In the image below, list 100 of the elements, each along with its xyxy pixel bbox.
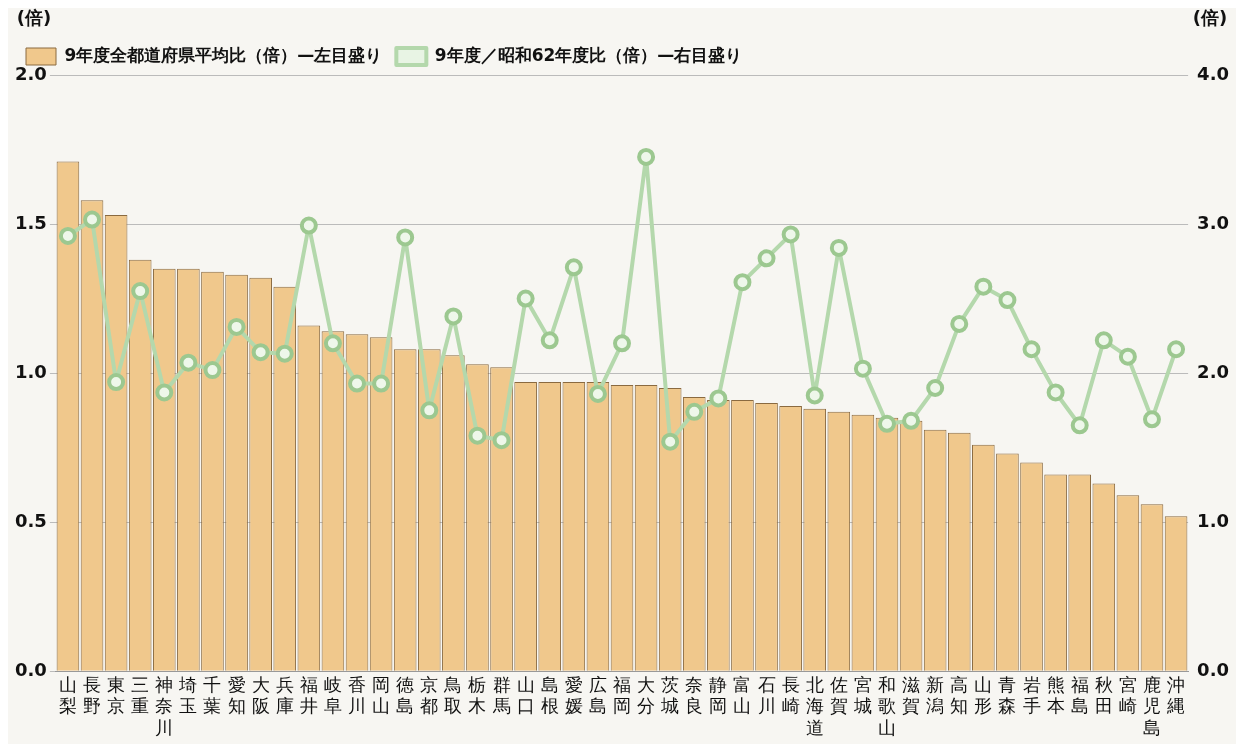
- point: [203, 361, 222, 380]
- x-tick-label: 岡山: [372, 673, 391, 717]
- x-tick-label: 和歌山: [877, 673, 896, 738]
- point: [1118, 347, 1137, 366]
- x-tick-label: 愛媛: [564, 673, 583, 717]
- y2-tick-label: 4.0: [1197, 62, 1229, 84]
- x-tick-label: 福岡: [613, 673, 631, 717]
- point: [179, 353, 198, 372]
- point: [348, 374, 367, 393]
- legend-label: 9年度／昭和62年度比（倍）—右目盛り: [434, 44, 743, 65]
- x-tick-label: 宮崎: [1118, 673, 1137, 717]
- point: [299, 216, 318, 235]
- point: [275, 344, 294, 363]
- y2-axis-title: (倍): [1192, 6, 1228, 28]
- x-tick-label: 茨城: [660, 673, 680, 717]
- x-tick-label: 長野: [83, 673, 102, 717]
- point: [1070, 416, 1089, 435]
- x-tick-label: 島根: [540, 673, 559, 717]
- point: [564, 258, 583, 277]
- point: [516, 289, 535, 308]
- point: [444, 307, 463, 326]
- x-tick-label: 富山: [733, 673, 752, 717]
- x-tick-label: 青森: [998, 673, 1017, 717]
- x-tick-label: 徳島: [396, 673, 415, 717]
- y-tick-label: 0.0: [15, 658, 47, 680]
- point: [998, 291, 1017, 310]
- x-tick-label: 広島: [588, 673, 607, 717]
- point: [58, 226, 77, 245]
- point: [372, 374, 391, 393]
- point: [1022, 340, 1041, 359]
- x-tick-label: 東京: [107, 673, 126, 717]
- x-tick-label: 愛知: [227, 673, 246, 717]
- x-tick-label: 滋賀: [902, 673, 921, 717]
- point: [757, 249, 776, 268]
- y2-tick-label: 1.0: [1197, 509, 1229, 531]
- point: [1142, 410, 1161, 429]
- point: [805, 386, 824, 405]
- point: [492, 431, 511, 450]
- point: [781, 225, 800, 244]
- y-axis-title: (倍): [16, 6, 52, 28]
- point: [853, 359, 872, 378]
- point: [1094, 331, 1113, 350]
- x-tick-label: 奈良: [685, 673, 704, 717]
- point: [974, 277, 993, 296]
- x-tick-label: 大阪: [251, 673, 270, 717]
- x-tick-label: 佐賀: [829, 673, 848, 717]
- x-tick-label: 大分: [637, 673, 656, 717]
- x-tick-label: 山口: [516, 673, 535, 717]
- point: [420, 401, 439, 420]
- x-tick-label: 兵庫: [275, 673, 294, 717]
- y-tick-label: 1.5: [15, 211, 47, 233]
- point: [926, 379, 945, 398]
- x-tick-label: 香川: [348, 673, 367, 717]
- y-tick-label: 2.0: [15, 62, 47, 84]
- x-tick-label: 福井: [299, 673, 318, 717]
- legend-label: 9年度全都道府県平均比（倍）—左目盛り: [64, 44, 383, 65]
- y2-tick-label: 3.0: [1197, 211, 1229, 233]
- point: [902, 411, 921, 430]
- point: [131, 282, 150, 301]
- x-tick-label: 静岡: [709, 673, 728, 717]
- x-tick-label: 北海道: [805, 673, 824, 738]
- x-tick-label: 鳥取: [443, 673, 463, 717]
- x-tick-label: 熊本: [1046, 673, 1065, 717]
- y-tick-label: 1.0: [15, 360, 47, 382]
- x-tick-label: 岩手: [1022, 673, 1041, 717]
- x-tick-label: 群馬: [491, 673, 511, 717]
- x-tick-label: 京都: [420, 673, 439, 717]
- point: [227, 317, 246, 336]
- x-tick-label: 栃木: [468, 673, 487, 717]
- x-tick-label: 千葉: [203, 673, 222, 717]
- point: [661, 432, 680, 451]
- x-tick-label: 山形: [974, 673, 993, 717]
- point: [733, 273, 752, 292]
- point: [396, 228, 415, 247]
- point: [613, 334, 631, 353]
- x-tick-label: 新潟: [926, 673, 945, 717]
- x-tick-label: 沖縄: [1166, 673, 1186, 717]
- y-tick-label: 0.5: [15, 509, 47, 531]
- point: [83, 210, 102, 229]
- y2-tick-label: 0.0: [1197, 658, 1229, 680]
- x-tick-label: 神奈川: [155, 673, 174, 738]
- point: [950, 314, 969, 333]
- point: [1046, 383, 1065, 402]
- y2-tick-label: 2.0: [1197, 360, 1229, 382]
- x-tick-label: 福島: [1070, 673, 1089, 717]
- point: [877, 414, 896, 433]
- point: [1167, 340, 1186, 359]
- point: [637, 147, 656, 166]
- point: [588, 384, 607, 403]
- x-tick-label: 三重: [131, 673, 150, 717]
- x-tick-label: 山梨: [58, 673, 77, 717]
- point: [107, 373, 126, 392]
- point: [709, 389, 728, 408]
- x-tick-label: 高知: [950, 673, 969, 717]
- point: [540, 331, 559, 350]
- point: [829, 238, 848, 257]
- point: [468, 426, 487, 445]
- point: [323, 334, 342, 353]
- x-tick-label: 埼玉: [178, 673, 198, 717]
- x-tick-label: 秋田: [1094, 673, 1113, 717]
